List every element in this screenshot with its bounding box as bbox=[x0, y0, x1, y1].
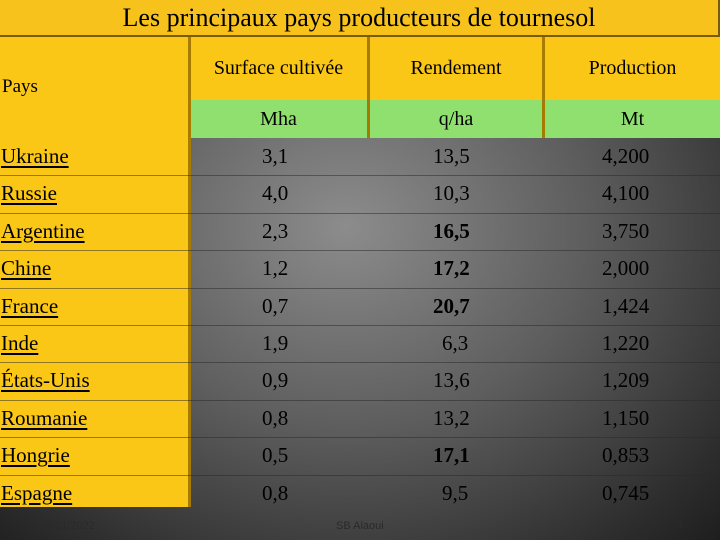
production-value: 1,150 bbox=[602, 405, 650, 430]
footer-author: SB Alaoui bbox=[336, 520, 384, 532]
rendement-value: 13,6 bbox=[433, 368, 470, 393]
table-row: Argentine 2,3 16,5 3,750 bbox=[0, 213, 720, 250]
row-divider bbox=[0, 362, 720, 364]
surface-value: 0,7 bbox=[262, 293, 289, 318]
production-value: 0,853 bbox=[602, 443, 650, 468]
table-row: Espagne 0,8 9,5 0,745 bbox=[0, 475, 720, 512]
row-divider bbox=[0, 325, 720, 326]
header-production: Production bbox=[545, 37, 720, 100]
column-separator bbox=[367, 37, 370, 138]
country-name: Espagne bbox=[1, 480, 73, 505]
production-value: 0,745 bbox=[602, 480, 650, 505]
surface-value: 1,9 bbox=[262, 331, 289, 355]
production-value: 2,000 bbox=[602, 256, 650, 281]
table-row: États-Unis 0,9 13,6 1,209 bbox=[0, 362, 720, 399]
country-name: États-Unis bbox=[1, 368, 90, 393]
rendement-value: 16,5 bbox=[433, 218, 470, 243]
header-pays: Pays bbox=[2, 76, 38, 97]
production-value: 3,750 bbox=[602, 218, 650, 243]
rendement-value: 9,5 bbox=[442, 480, 469, 505]
surface-value: 0,8 bbox=[262, 405, 289, 430]
row-divider bbox=[0, 437, 720, 439]
rendement-value: 13,2 bbox=[433, 405, 470, 430]
country-name: Ukraine bbox=[1, 144, 69, 168]
row-divider bbox=[0, 175, 720, 177]
table-row: Ukraine 3,1 13,5 4,200 bbox=[0, 138, 720, 175]
rendement-value: 20,7 bbox=[433, 293, 470, 318]
unit-surface: Mha bbox=[190, 100, 367, 138]
table-row: Inde 1,9 6,3 1,220 bbox=[0, 325, 720, 362]
footer-page-number: 4 bbox=[677, 520, 684, 532]
unit-production: Mt bbox=[545, 100, 720, 138]
surface-value: 2,3 bbox=[262, 218, 289, 243]
table-row: Chine 1,2 17,2 2,000 bbox=[0, 250, 720, 287]
surface-value: 0,8 bbox=[262, 480, 289, 505]
header-surface: Surface cultivée bbox=[190, 37, 367, 100]
header-rendement: Rendement bbox=[370, 37, 542, 100]
country-name: France bbox=[1, 293, 59, 318]
table-row: Russie 4,0 10,3 4,100 bbox=[0, 175, 720, 212]
country-name: Inde bbox=[1, 331, 39, 355]
rendement-value: 17,1 bbox=[433, 443, 470, 468]
table-row: Roumanie 0,8 13,2 1,150 bbox=[0, 400, 720, 437]
unit-rendement: q/ha bbox=[370, 100, 542, 138]
row-divider bbox=[0, 212, 720, 214]
production-value: 1,220 bbox=[602, 331, 650, 355]
row-divider bbox=[0, 474, 720, 476]
country-name: Argentine bbox=[1, 218, 85, 243]
table-row: France 0,7 20,7 1,424 bbox=[0, 288, 720, 325]
table-row: Hongrie 0,5 17,1 0,853 bbox=[0, 437, 720, 474]
production-value: 1,209 bbox=[602, 368, 650, 393]
row-divider bbox=[0, 399, 720, 401]
row-divider bbox=[0, 287, 720, 289]
production-value: 1,424 bbox=[602, 293, 650, 318]
surface-value: 0,9 bbox=[262, 368, 289, 393]
production-value: 4,100 bbox=[602, 181, 650, 206]
country-name: Chine bbox=[1, 256, 52, 281]
rendement-value: 17,2 bbox=[433, 256, 470, 281]
country-name: Russie bbox=[1, 181, 58, 206]
footer-date: 1/21/2022 bbox=[46, 520, 95, 532]
surface-value: 4,0 bbox=[262, 181, 289, 206]
column-separator bbox=[188, 138, 191, 507]
surface-value: 0,5 bbox=[262, 443, 289, 468]
slide-title: Les principaux pays producteurs de tourn… bbox=[0, 0, 720, 37]
rendement-value: 13,5 bbox=[433, 144, 470, 168]
surface-value: 3,1 bbox=[262, 144, 289, 168]
country-column-background bbox=[0, 37, 190, 507]
column-separator bbox=[542, 37, 545, 138]
column-separator bbox=[188, 37, 191, 138]
country-name: Roumanie bbox=[1, 405, 88, 430]
country-name: Hongrie bbox=[1, 443, 70, 468]
rendement-value: 6,3 bbox=[442, 331, 469, 355]
rendement-value: 10,3 bbox=[433, 181, 470, 206]
production-value: 4,200 bbox=[602, 144, 650, 168]
row-divider bbox=[0, 250, 720, 252]
surface-value: 1,2 bbox=[262, 256, 289, 281]
